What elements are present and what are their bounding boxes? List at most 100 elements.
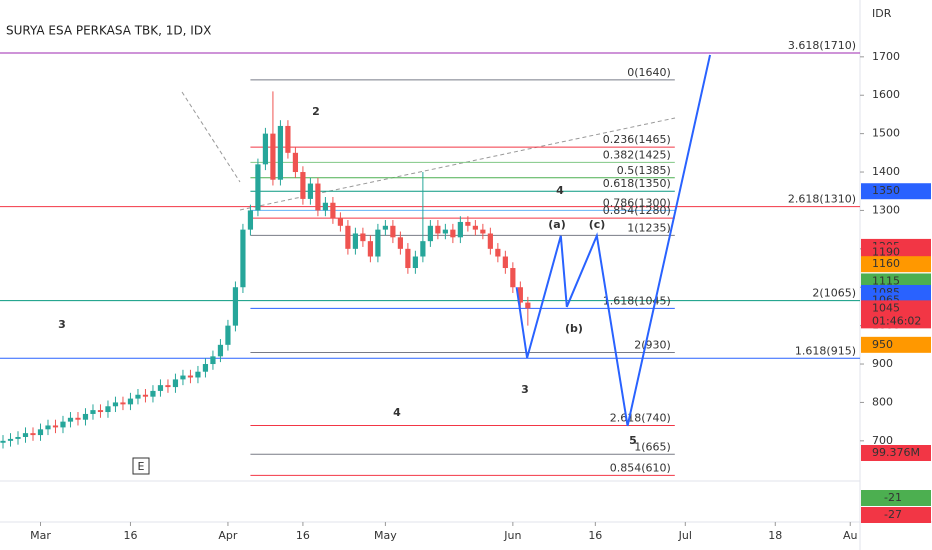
y-tick-label: 800 bbox=[872, 395, 893, 408]
candle-body bbox=[270, 133, 276, 180]
candle-body bbox=[412, 256, 418, 269]
fib-label: 0.5(1385) bbox=[617, 164, 671, 177]
macd-badge bbox=[861, 490, 931, 506]
fib-label: 0.382(1425) bbox=[603, 148, 671, 161]
wave-projection bbox=[515, 54, 712, 427]
fib-label: 1.618(915) bbox=[795, 344, 856, 357]
candle-body bbox=[30, 433, 36, 436]
candle-body bbox=[427, 225, 433, 242]
candle-body bbox=[277, 125, 284, 180]
candle-body bbox=[480, 229, 486, 234]
candle-body bbox=[487, 233, 493, 249]
y-tick-label: 1300 bbox=[872, 203, 900, 216]
candle-body bbox=[67, 417, 74, 422]
candle-body bbox=[382, 225, 388, 230]
candle-body bbox=[517, 287, 523, 303]
fib-label: 0.854(610) bbox=[610, 461, 671, 474]
fib-label: 1(1235) bbox=[627, 221, 671, 234]
volume-label: 99.376M bbox=[872, 446, 920, 459]
candle-body bbox=[97, 410, 104, 413]
flag: E bbox=[138, 460, 145, 473]
candle-body bbox=[397, 237, 403, 249]
candle-body bbox=[337, 218, 344, 226]
candle-body bbox=[315, 183, 321, 211]
candle-body bbox=[52, 425, 59, 428]
candle-body bbox=[225, 325, 231, 345]
candle-body bbox=[292, 152, 299, 173]
wave-label: (b) bbox=[565, 322, 583, 335]
fib-label: 3.618(1710) bbox=[788, 39, 856, 52]
candle-body bbox=[262, 133, 269, 165]
trend-line bbox=[181, 91, 241, 183]
badge-label: 1350 bbox=[872, 184, 900, 197]
candle-body bbox=[112, 402, 119, 407]
candle-body bbox=[15, 436, 21, 439]
flag-box bbox=[132, 457, 150, 475]
candle-body bbox=[330, 202, 336, 219]
x-tick-label: Jul bbox=[678, 529, 692, 542]
fib-label: 0.854(1280) bbox=[603, 204, 671, 217]
candle-body bbox=[37, 429, 44, 436]
wave-label: 4 bbox=[393, 406, 401, 419]
candle-body bbox=[435, 225, 441, 234]
wave-label: (a) bbox=[548, 218, 565, 231]
wave-label: 4 bbox=[556, 184, 564, 197]
x-tick-label: 16 bbox=[296, 529, 310, 542]
chart-title: SURYA ESA PERKASA TBK, 1D, IDX bbox=[6, 24, 211, 38]
candle-body bbox=[22, 433, 29, 437]
candle-body bbox=[202, 364, 209, 372]
fib-label: 1(665) bbox=[634, 440, 671, 453]
x-tick-label: 18 bbox=[768, 529, 782, 542]
fib-label: 2.618(1310) bbox=[788, 193, 856, 206]
price-badge bbox=[861, 300, 931, 329]
candle-body bbox=[360, 233, 366, 242]
volume-badge bbox=[861, 445, 931, 461]
badge-label: 1115 bbox=[872, 274, 900, 287]
candle-body bbox=[187, 375, 194, 378]
y-tick-label: 1600 bbox=[872, 88, 900, 101]
countdown: 01:46:02 bbox=[872, 314, 921, 327]
candle-body bbox=[300, 172, 306, 199]
price-badge bbox=[861, 256, 931, 273]
candle-body bbox=[127, 398, 134, 405]
candle-body bbox=[172, 379, 179, 388]
candle-body bbox=[255, 164, 261, 211]
y-tick-label: 1700 bbox=[872, 50, 900, 63]
wave-label: (c) bbox=[589, 218, 606, 231]
badge-label: 1160 bbox=[872, 257, 900, 270]
candle-body bbox=[375, 229, 381, 257]
y-tick-label: 1400 bbox=[872, 165, 900, 178]
candle-body bbox=[495, 248, 501, 257]
macd-label: -21 bbox=[884, 491, 902, 504]
wave-label: 3 bbox=[521, 383, 529, 396]
candle-body bbox=[0, 440, 6, 443]
candle-body bbox=[75, 417, 81, 420]
badge-label: 950 bbox=[872, 338, 893, 351]
fib-label: 2(930) bbox=[634, 339, 671, 352]
candle-body bbox=[352, 233, 358, 249]
badge-label: 1190 bbox=[872, 246, 900, 259]
candle-body bbox=[45, 425, 51, 430]
candle-body bbox=[367, 241, 373, 257]
x-tick-label: 16 bbox=[123, 529, 137, 542]
candle-body bbox=[142, 394, 149, 397]
candle-body bbox=[90, 410, 96, 414]
candle-body bbox=[345, 225, 351, 249]
fib-label: 0.236(1465) bbox=[603, 133, 671, 146]
candle-body bbox=[240, 229, 246, 288]
x-tick-label: 16 bbox=[588, 529, 602, 542]
candle-body bbox=[210, 356, 216, 365]
candle-body bbox=[285, 125, 291, 153]
wave-label: 3 bbox=[58, 318, 66, 331]
fib-label: 0.618(1350) bbox=[603, 177, 671, 190]
candle-body bbox=[7, 438, 14, 441]
candle-body bbox=[510, 268, 516, 288]
candle-body bbox=[307, 183, 314, 199]
fib-label: 2(1065) bbox=[812, 287, 856, 300]
candle-body bbox=[457, 221, 463, 238]
candle-body bbox=[120, 402, 126, 405]
x-tick-label: Apr bbox=[218, 529, 238, 542]
candle-body bbox=[82, 413, 89, 420]
candle-body bbox=[195, 371, 201, 378]
